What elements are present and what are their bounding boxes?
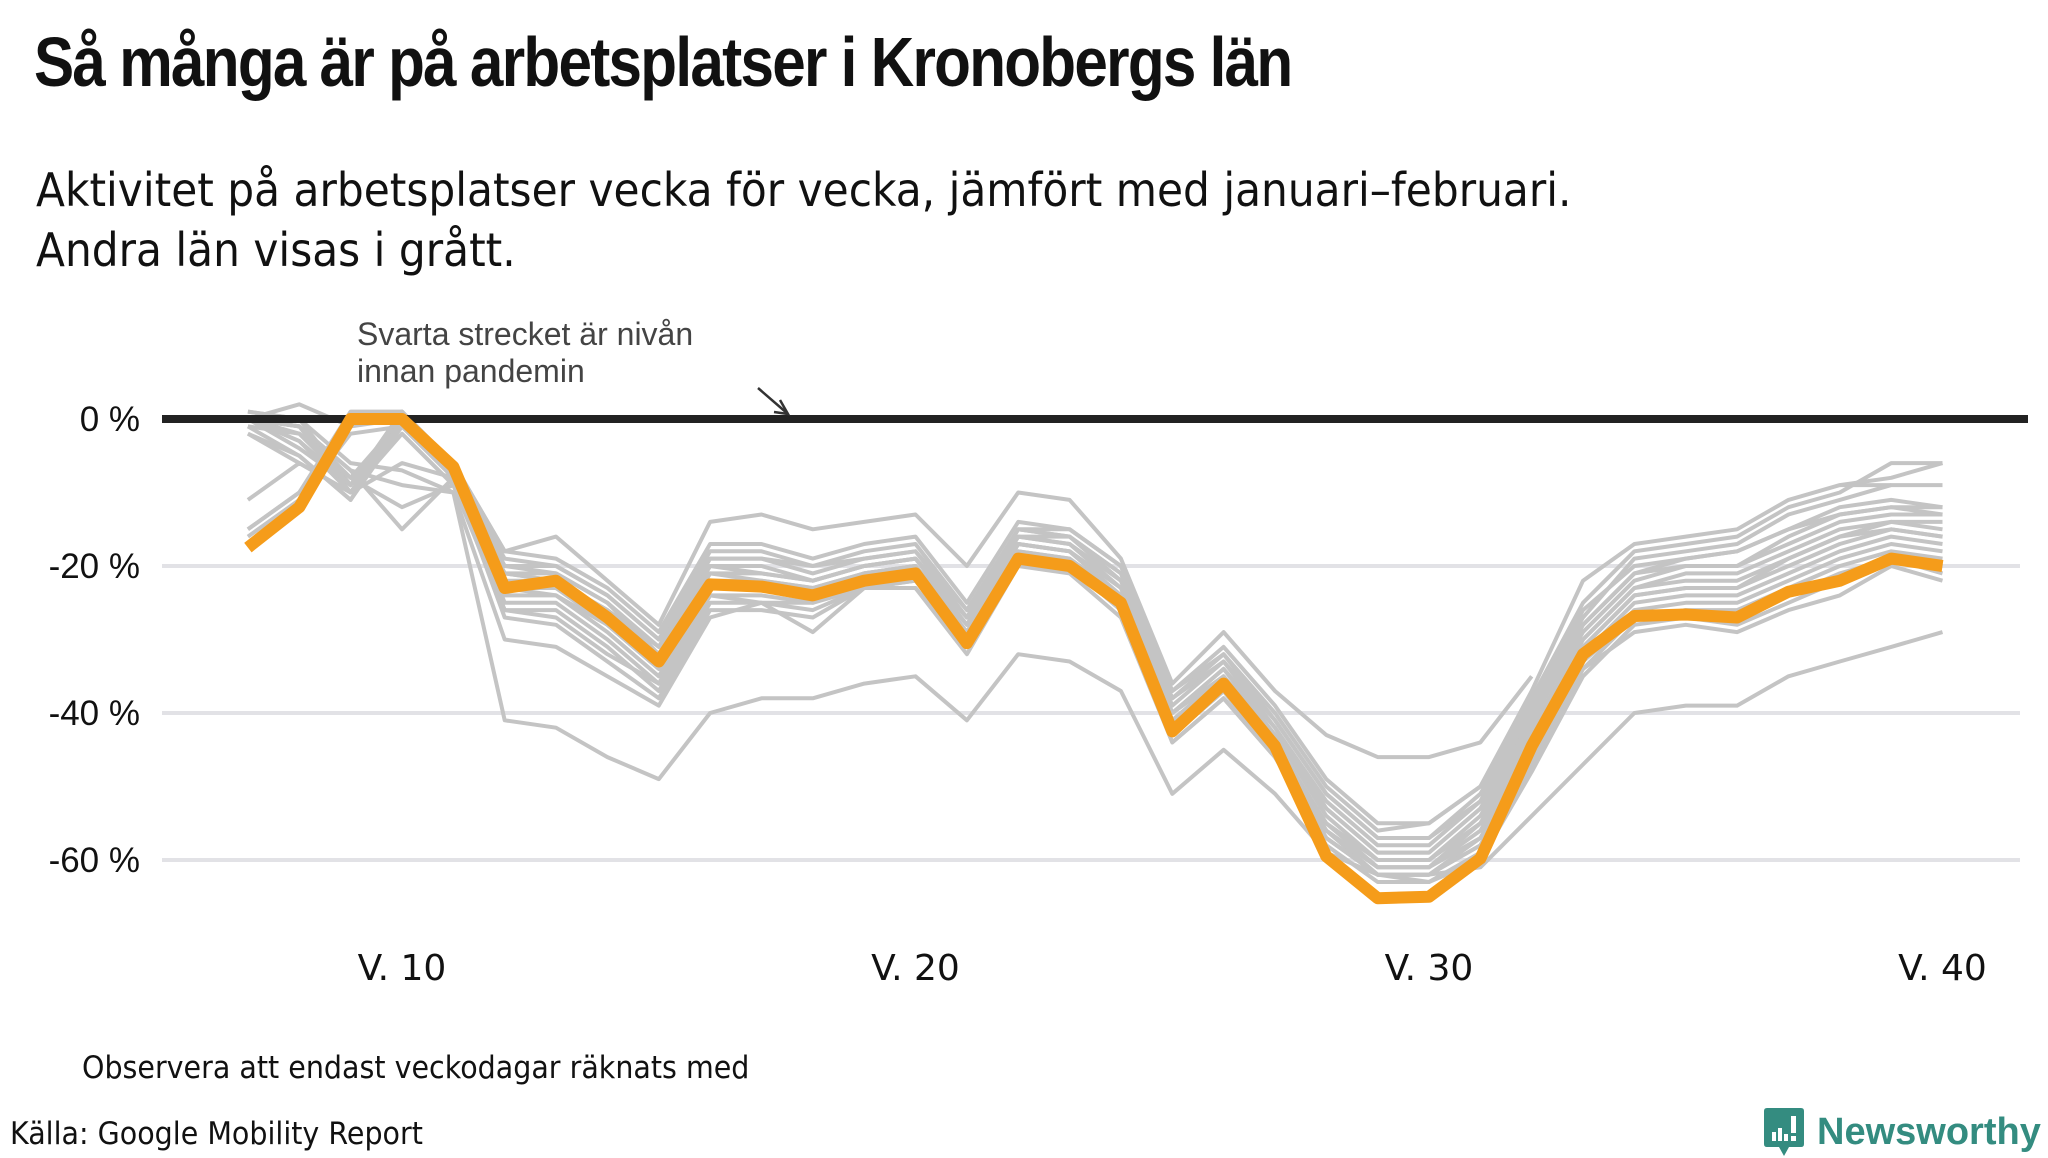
- other-county-line: [247, 417, 1943, 884]
- chart-title: Så många är på arbetsplatser i Kronoberg…: [34, 23, 1293, 101]
- y-tick-label: -40 %: [49, 694, 140, 733]
- newsworthy-logo: Newsworthy: [1763, 1106, 2041, 1158]
- other-county-line: [246, 417, 1943, 884]
- other-county-line: [247, 417, 1944, 877]
- y-tick-label: -60 %: [49, 841, 140, 880]
- other-county-line: [246, 424, 1943, 862]
- x-tick-label: V. 10: [358, 948, 447, 989]
- subtitle-line-2: Andra län visas i grått.: [36, 223, 516, 277]
- y-tick-label: -20 %: [49, 547, 140, 586]
- x-axis-ticks: V. 10 V. 20 V. 30 V. 40: [358, 948, 1987, 989]
- baseline-annotation: Svarta strecket är nivån innan pandemin: [357, 316, 693, 390]
- newsworthy-logo-icon: [1764, 1108, 1804, 1156]
- arrow-shaft: [757, 387, 789, 415]
- other-county-line: [246, 424, 1943, 877]
- other-county-line: [247, 417, 1943, 870]
- footnote: Observera att endast veckodagar räknats …: [82, 1050, 750, 1086]
- other-counties-lines: [246, 402, 1944, 884]
- other-county-line: [247, 409, 1943, 855]
- annotation-line-1: Svarta strecket är nivån: [357, 316, 694, 352]
- x-tick-label: V. 40: [1898, 948, 1987, 989]
- logo-text: Newsworthy: [1817, 1110, 2041, 1153]
- chart-subtitle: Aktivitet på arbetsplatser vecka för vec…: [36, 160, 1571, 280]
- other-county-line: [246, 417, 1943, 877]
- highlight-series: [244, 413, 1944, 905]
- source-credit: Källa: Google Mobility Report: [10, 1116, 423, 1152]
- other-county-line: [247, 417, 1943, 840]
- other-county-line: [246, 431, 1943, 870]
- y-axis-ticks: 0 % -20 % -40 % -60 %: [49, 400, 140, 880]
- kronoberg-line: [244, 413, 1944, 905]
- arrow-icon: [773, 399, 791, 416]
- x-tick-label: V. 20: [871, 948, 960, 989]
- subtitle-line-1: Aktivitet på arbetsplatser vecka för vec…: [36, 163, 1572, 217]
- y-tick-label: 0 %: [80, 400, 140, 439]
- other-county-line: [246, 461, 1943, 840]
- other-county-line: [247, 409, 1944, 877]
- other-county-line: [247, 417, 1943, 862]
- other-county-line: [247, 409, 1943, 848]
- other-county-line: [247, 417, 1944, 826]
- annotation-line-2: innan pandemin: [357, 353, 585, 389]
- x-tick-label: V. 30: [1385, 948, 1474, 989]
- other-county-line: [247, 417, 1944, 870]
- annotation-arrow: [757, 387, 791, 416]
